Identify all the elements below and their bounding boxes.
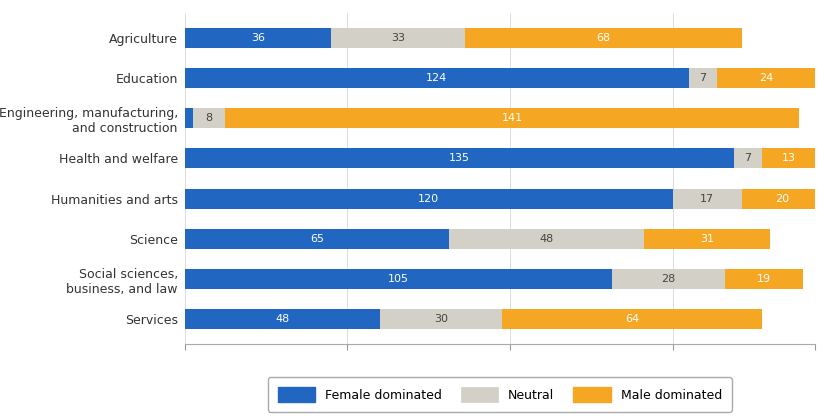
Bar [185,229,449,249]
Text: 68: 68 [596,33,611,43]
Bar [225,108,799,128]
Bar [689,68,717,88]
Bar [185,269,612,289]
Text: 19: 19 [757,274,771,284]
Text: 33: 33 [391,33,405,43]
Text: 65: 65 [310,234,324,244]
Text: 20: 20 [775,194,790,204]
Text: 7: 7 [744,153,751,163]
Bar [185,148,733,168]
Text: 105: 105 [388,274,409,284]
Text: 28: 28 [661,274,675,284]
Bar [762,148,815,168]
Bar [612,269,726,289]
Bar [185,28,331,48]
Bar [185,189,673,209]
Bar [644,229,770,249]
Text: 8: 8 [206,113,213,123]
Bar [380,309,501,329]
Bar [465,28,742,48]
Text: 135: 135 [449,153,470,163]
Bar [185,68,689,88]
Bar [193,108,225,128]
Text: 31: 31 [700,234,714,244]
Text: 24: 24 [759,73,773,83]
Bar [742,189,823,209]
Bar [726,269,802,289]
Text: 141: 141 [501,113,522,123]
Bar [501,309,762,329]
Text: 36: 36 [251,33,265,43]
Text: 30: 30 [434,314,448,324]
Bar [717,68,815,88]
Text: 48: 48 [539,234,554,244]
Legend: Female dominated, Neutral, Male dominated: Female dominated, Neutral, Male dominate… [268,377,732,412]
Text: 7: 7 [700,73,706,83]
Bar [331,28,465,48]
Bar [733,148,762,168]
Bar [449,229,644,249]
Bar [185,309,380,329]
Text: 17: 17 [700,194,714,204]
Text: 13: 13 [781,153,795,163]
Bar [185,108,193,128]
Text: 48: 48 [276,314,290,324]
Text: 120: 120 [418,194,439,204]
Bar [673,189,742,209]
Text: 124: 124 [426,73,448,83]
Text: 64: 64 [625,314,639,324]
